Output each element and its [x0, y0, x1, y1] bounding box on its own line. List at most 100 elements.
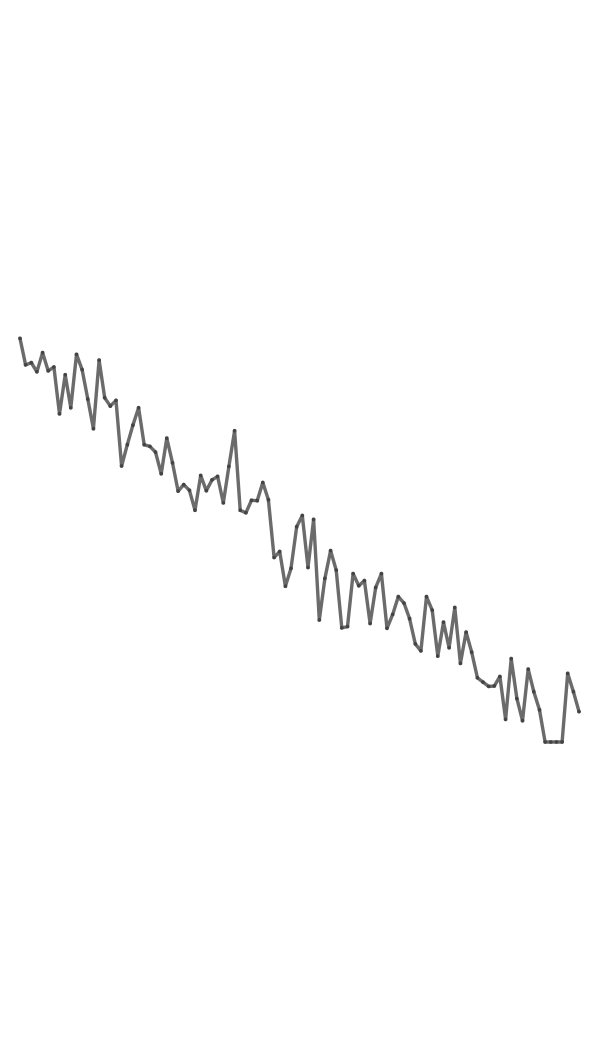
data-point — [176, 489, 181, 493]
series-line — [18, 336, 581, 744]
data-point — [215, 474, 220, 479]
data-point — [159, 471, 164, 476]
data-point — [238, 508, 243, 513]
data-point — [520, 718, 525, 723]
data-point — [300, 513, 305, 518]
data-point — [356, 583, 361, 588]
data-point — [164, 436, 169, 441]
data-point — [571, 689, 576, 694]
data-point — [181, 482, 186, 487]
data-point — [548, 740, 553, 744]
data-point — [119, 464, 124, 468]
data-point — [148, 444, 152, 449]
data-point — [469, 650, 474, 655]
data-point — [339, 626, 344, 630]
data-point — [187, 488, 192, 493]
data-point — [526, 667, 531, 671]
data-point — [91, 426, 96, 431]
data-point — [63, 372, 68, 377]
data-point — [379, 571, 384, 576]
data-point — [515, 696, 519, 701]
data-point — [464, 630, 468, 635]
data-point — [198, 473, 203, 478]
data-point — [232, 428, 237, 433]
data-point — [554, 740, 559, 744]
data-point — [498, 674, 502, 679]
data-point — [560, 740, 564, 744]
data-point — [170, 461, 175, 465]
data-point — [40, 350, 45, 355]
data-point — [311, 517, 316, 522]
data-point — [80, 367, 84, 372]
data-point — [142, 442, 147, 447]
data-point — [227, 464, 231, 469]
data-point — [503, 717, 508, 722]
data-point — [373, 585, 378, 590]
data-point — [210, 478, 214, 482]
data-point — [85, 397, 90, 401]
data-point — [289, 566, 293, 571]
data-point — [125, 442, 130, 447]
data-point — [244, 510, 248, 515]
data-point — [74, 352, 79, 357]
data-point — [29, 360, 34, 365]
data-point — [435, 654, 440, 658]
data-point — [396, 594, 401, 599]
data-point — [52, 365, 56, 369]
data-point — [481, 680, 485, 684]
data-point — [294, 524, 299, 529]
data-point — [46, 369, 51, 373]
data-point — [114, 398, 118, 403]
data-point — [249, 498, 254, 503]
data-point — [23, 363, 28, 367]
data-point — [351, 571, 355, 576]
data-point — [255, 498, 260, 503]
data-point — [193, 508, 197, 513]
data-point — [447, 645, 451, 650]
plot-area — [18, 336, 581, 744]
data-point — [368, 621, 372, 626]
data-point — [543, 740, 547, 744]
data-point — [537, 708, 542, 712]
data-point — [407, 616, 412, 621]
data-point — [35, 369, 39, 374]
data-point — [441, 620, 446, 625]
data-point — [402, 601, 406, 605]
data-point — [108, 404, 113, 408]
data-point — [531, 689, 536, 694]
data-point — [430, 608, 435, 612]
data-point — [452, 605, 457, 610]
data-point — [317, 618, 322, 622]
data-point — [390, 612, 395, 617]
data-point — [306, 565, 310, 570]
data-point — [509, 656, 514, 661]
data-point — [260, 480, 265, 485]
data-point — [131, 423, 135, 428]
data-point — [334, 568, 339, 572]
data-point — [413, 642, 418, 646]
data-point — [362, 578, 367, 583]
data-point — [323, 576, 327, 581]
data-point — [153, 450, 158, 454]
data-point — [486, 684, 491, 689]
data-point — [419, 649, 423, 653]
data-point — [204, 488, 209, 493]
data-point — [68, 405, 73, 410]
data-point — [136, 405, 141, 410]
data-point — [266, 497, 271, 502]
data-point — [345, 624, 350, 629]
data-point — [492, 684, 497, 688]
data-point — [328, 548, 333, 553]
data-point — [283, 584, 288, 589]
data-point — [277, 549, 282, 554]
data-point — [565, 671, 570, 676]
data-point — [18, 336, 22, 341]
data-point — [102, 395, 107, 400]
data-point — [272, 555, 276, 560]
data-point — [458, 661, 463, 666]
data-point — [475, 675, 480, 680]
data-point — [221, 501, 226, 505]
data-point — [385, 626, 389, 631]
data-point — [57, 412, 62, 416]
